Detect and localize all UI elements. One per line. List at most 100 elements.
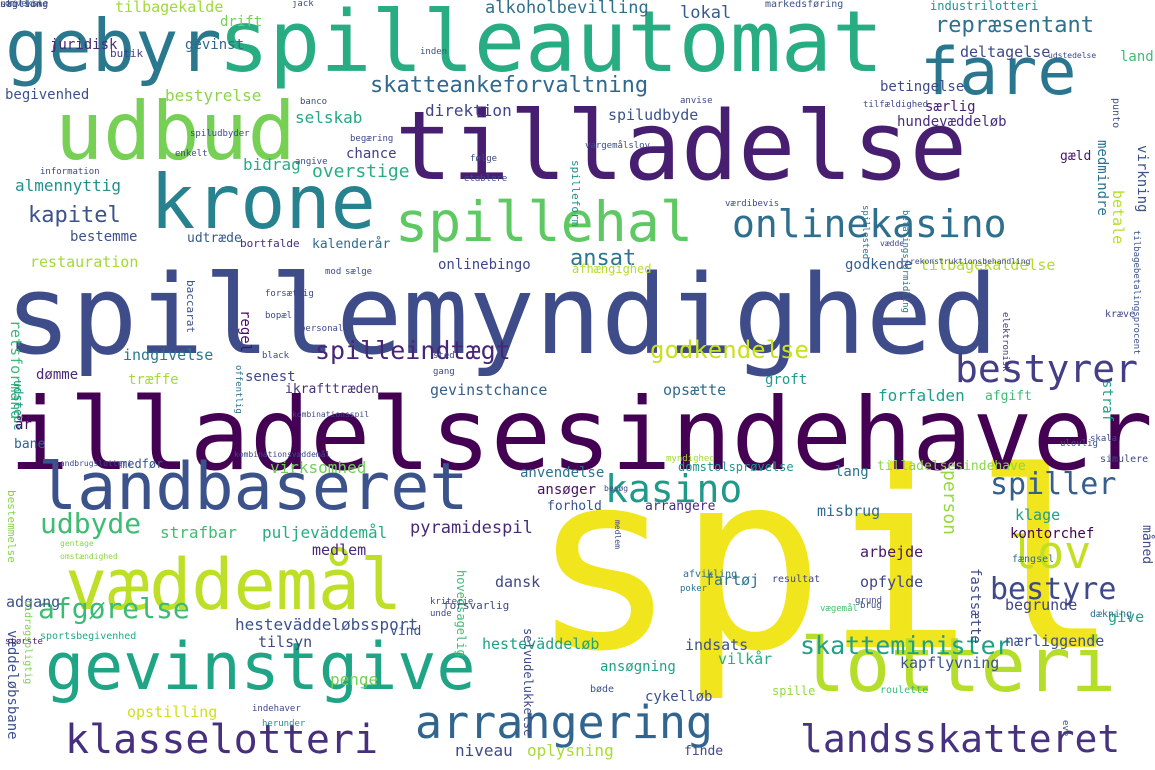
word-cloud-word: fartøj xyxy=(705,571,760,589)
word-cloud-word: tilbagekalde xyxy=(115,0,224,16)
word-cloud-word: godkendelse xyxy=(650,336,809,364)
word-cloud-word: spiller xyxy=(990,467,1117,502)
word-cloud-word: direktion xyxy=(425,101,512,120)
word-cloud-word: tilladelsesindehave xyxy=(877,459,1026,474)
word-cloud-word: myndighed xyxy=(666,454,715,464)
word-cloud-word: vædde xyxy=(880,239,905,248)
word-cloud-word: kræve xyxy=(1105,309,1136,320)
word-cloud-word: bidrag xyxy=(243,155,301,174)
word-cloud-word: herunder xyxy=(262,719,306,729)
word-cloud-word: bestyrelse xyxy=(165,86,262,105)
word-cloud-word: bidragspligtig xyxy=(22,600,33,685)
word-cloud-word: klasselotteri xyxy=(65,717,379,763)
word-cloud-word: jack xyxy=(292,0,314,9)
word-cloud-word: forsætlig xyxy=(265,289,314,299)
word-cloud-word: spiludbyder xyxy=(190,129,250,139)
word-cloud-word: baccarat xyxy=(184,280,197,333)
word-cloud-word: værdibevis xyxy=(725,199,780,209)
word-cloud-word: kalenderår xyxy=(312,237,391,252)
word-cloud-word: vægemål xyxy=(820,604,858,614)
word-cloud-word: virkning xyxy=(1134,145,1150,213)
word-cloud-word: gebyr xyxy=(5,4,222,88)
word-cloud-word: opstilling xyxy=(127,703,218,721)
word-cloud-word: vind xyxy=(390,624,422,639)
word-cloud-word: forsvarlig xyxy=(443,599,510,612)
word-cloud-word: niveau xyxy=(455,741,513,760)
word-cloud-word: spilleform xyxy=(569,160,582,227)
word-cloud-word: gevinstchance xyxy=(430,381,548,399)
word-cloud-word: cykelløb xyxy=(645,689,713,705)
word-cloud-word: vargemålslov xyxy=(585,141,651,151)
word-cloud-word: afhængighed xyxy=(572,262,652,276)
word-cloud-word: krone xyxy=(150,158,376,246)
word-cloud-word: sælge xyxy=(345,267,373,277)
word-cloud-word: tilladelse xyxy=(395,92,967,202)
word-cloud-word: bøde xyxy=(590,684,615,695)
word-cloud-word: begivenhed xyxy=(5,87,90,103)
word-cloud-word: begrunde xyxy=(1005,596,1078,614)
word-cloud-word: juridisk xyxy=(50,37,118,53)
word-cloud-word: spillehal xyxy=(395,190,694,254)
word-cloud-word: kriterie xyxy=(430,597,474,607)
word-cloud-word: virksomhed xyxy=(270,458,367,477)
word-cloud-word: bane xyxy=(14,437,46,452)
word-cloud-word: udbud xyxy=(55,85,296,178)
word-cloud-word: pyramidespil xyxy=(410,518,533,538)
word-cloud-word: klage xyxy=(1015,506,1061,524)
word-cloud-word: black xyxy=(262,351,290,361)
word-cloud-word: dansk xyxy=(495,573,541,591)
word-cloud-word: afgørelse xyxy=(38,592,190,625)
word-cloud-word: eve xyxy=(1060,720,1070,737)
word-cloud-word: inden xyxy=(420,47,448,57)
word-cloud-word: væddemål xyxy=(65,544,403,626)
word-cloud-word: straf xyxy=(1099,380,1115,423)
word-cloud-word: betale xyxy=(1109,190,1127,245)
word-cloud-word: medlem xyxy=(613,520,622,549)
word-cloud-word: sportsbegivenhed xyxy=(40,631,137,642)
word-cloud-word: afvikling xyxy=(683,569,738,580)
word-cloud-word: selvudelukkelse xyxy=(521,628,535,737)
word-cloud-word: deltagelse xyxy=(960,43,1051,61)
word-cloud-word: landbrugslotteri xyxy=(55,459,133,468)
word-cloud-word: bortfalde xyxy=(240,237,300,250)
word-cloud-word: fastsætte xyxy=(967,568,983,644)
word-cloud-word: stilling xyxy=(0,0,49,10)
word-cloud-word: spillested xyxy=(860,205,870,260)
word-cloud-word: opsætte xyxy=(663,381,727,399)
word-cloud-word: bestemmelse xyxy=(5,490,18,563)
word-cloud-word: udbyde xyxy=(40,507,142,540)
word-cloud-word: gæld xyxy=(1060,149,1092,164)
word-cloud-word: omstændighed xyxy=(60,552,118,561)
word-cloud-word: brug xyxy=(860,601,882,611)
word-cloud-word: markedsføring xyxy=(765,0,844,10)
word-cloud-word: roulette xyxy=(880,685,929,696)
word-cloud-word: butik xyxy=(110,47,144,60)
word-cloud-word: offentlig xyxy=(233,365,243,414)
word-cloud-word: grund xyxy=(855,596,883,606)
word-cloud-word: onlinekasino xyxy=(732,202,1007,246)
word-cloud-word: dømme xyxy=(36,367,79,383)
word-cloud-word: etablere xyxy=(464,174,508,184)
word-cloud-word: lotteri xyxy=(800,621,1117,709)
word-cloud-word: omvekslе xyxy=(5,0,49,9)
word-cloud-word: år xyxy=(15,417,32,433)
word-cloud-word: bestyre xyxy=(990,572,1117,607)
word-cloud-word: oplysning xyxy=(527,741,614,760)
word-cloud-word: opfylde xyxy=(860,573,924,591)
word-cloud-word: poker xyxy=(680,584,708,594)
word-cloud-word: elektronisk xyxy=(1000,312,1010,372)
word-cloud-word: kombinationsspil xyxy=(292,410,370,419)
word-cloud-word: kapflyvning xyxy=(900,654,1000,672)
word-cloud-word: kombinationsvæddemål xyxy=(234,450,331,459)
word-cloud-word: gevinstgive xyxy=(45,630,476,705)
word-cloud-word: skatteankeforvaltning xyxy=(370,73,649,98)
word-cloud-word: kontorchef xyxy=(1010,526,1095,542)
word-cloud-word: hesteväddeløb xyxy=(482,635,600,653)
word-cloud-word: punto xyxy=(1110,98,1121,129)
word-cloud-word: indgivelse xyxy=(123,346,214,364)
word-cloud-word: bestemme xyxy=(70,229,138,245)
word-cloud-word: regel xyxy=(237,310,253,353)
word-cloud-word: medmindre xyxy=(1094,140,1110,216)
word-cloud-word: bestyrer xyxy=(955,347,1139,391)
